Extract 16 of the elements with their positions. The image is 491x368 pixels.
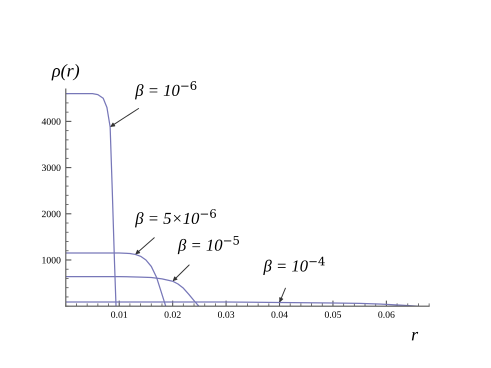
x-axis-title: r — [412, 332, 418, 340]
annotation: β = 10$^{−4}$ — [263, 256, 325, 275]
y-tick-label: 1000 — [42, 256, 61, 264]
y-tick-label: 3000 — [42, 164, 61, 172]
annotation: β = 10$^{−5}$ — [178, 236, 239, 254]
x-tick-label: 0.05 — [324, 311, 342, 318]
annotation: β = 5×10$^{−6}$ — [134, 209, 216, 228]
y-tick-label: 2000 — [42, 210, 61, 218]
x-tick-label: 0.03 — [218, 311, 234, 318]
annotation: β = 10$^{−6}$ — [134, 81, 196, 100]
x-tick-label: 0.02 — [164, 311, 181, 318]
x-tick-label: 0.01 — [111, 311, 128, 318]
y-tick-label: 4000 — [42, 118, 61, 125]
x-tick-label: 0.06 — [378, 311, 395, 318]
y-axis-title: ρ(r) — [51, 64, 80, 80]
x-tick-label: 0.04 — [271, 311, 288, 318]
